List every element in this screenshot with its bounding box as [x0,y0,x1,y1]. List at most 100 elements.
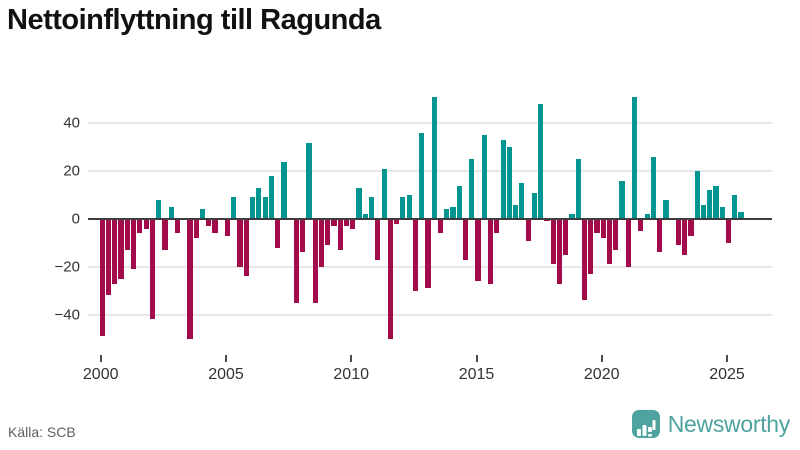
bar-2015-q2 [481,135,487,219]
bar-2016-q1 [500,140,506,219]
bar-2019-q2 [581,219,588,301]
bar-2017-q3 [538,104,544,219]
bar-2016-q4 [519,183,525,219]
bar-2012-q2 [406,195,412,219]
bar-2021-q2 [632,97,638,219]
bar-2024-q1 [700,204,707,219]
bar-2006-q4 [268,175,274,219]
bar-2023-q2 [682,219,688,255]
x-tick-label: 2020 [583,366,620,383]
bar-2001-q4 [143,219,149,229]
bar-2023-q3 [688,219,694,236]
bar-2014-q4 [469,159,475,219]
bar-2002-q3 [162,219,168,251]
bar-2017-q2 [531,192,537,219]
bar-2013-q1 [425,219,431,289]
bar-2005-q2 [231,197,237,219]
gridline [88,170,772,173]
bar-2009-q2 [331,219,337,227]
bar-2023-q1 [675,219,682,246]
bar-2009-q3 [337,219,343,251]
bar-2001-q1 [124,219,130,251]
bar-2023-q4 [694,171,700,219]
bar-2020-q4 [619,180,625,219]
bar-2000-q3 [112,219,118,284]
x-tick-label: 2015 [458,366,495,383]
y-tick-label: 0 [71,210,80,228]
y-tick-label: −40 [54,306,80,324]
bar-2021-q4 [644,214,650,219]
bar-2024-q3 [713,185,719,219]
x-tick [225,355,227,362]
bar-2009-q4 [343,219,350,227]
bar-2017-q1 [525,219,531,241]
bar-2015-q1 [475,219,481,282]
bar-2000-q1 [99,219,105,337]
bar-2013-q3 [437,219,444,234]
x-tick [99,355,102,362]
bar-2006-q2 [256,187,262,219]
bar-2008-q1 [300,219,306,253]
x-tick [475,355,478,362]
x-tick-label: 2010 [333,366,369,383]
bar-2015-q3 [487,219,494,284]
bar-2010-q1 [350,219,356,229]
gridline [88,122,772,125]
chart-title: Nettoinflyttning till Ragunda [7,4,381,36]
bar-2002-q4 [168,207,174,219]
bar-2021-q3 [638,219,644,231]
newsworthy-logo-text: Newsworthy [667,410,791,437]
bar-2018-q2 [556,219,563,284]
bar-2022-q2 [657,219,663,253]
x-tick-label: 2000 [82,366,119,383]
bar-2014-q3 [462,219,469,260]
bar-2005-q3 [237,219,243,267]
bar-2014-q1 [450,207,456,219]
x-tick [726,355,728,362]
bar-2019-q1 [575,159,581,219]
source-note: Källa: SCB [8,424,76,440]
newsworthy-logo: Newsworthy [631,410,791,438]
bar-2021-q1 [625,219,631,267]
bar-2008-q3 [312,219,318,303]
bar-2000-q4 [118,219,124,279]
bar-2012-q3 [412,219,418,291]
bar-2011-q3 [387,219,393,339]
y-tick-label: 20 [63,162,80,180]
bar-2004-q2 [206,219,212,227]
bar-2014-q2 [456,185,462,219]
bar-2013-q2 [431,97,437,219]
bar-2017-q4 [544,219,550,222]
bar-2025-q2 [732,195,738,219]
bar-2007-q1 [275,219,281,248]
bar-2011-q1 [375,219,381,260]
bar-2011-q2 [381,168,387,219]
bar-2013-q4 [444,209,450,219]
bar-2012-q4 [419,132,425,219]
bar-2007-q2 [281,161,287,219]
bar-2016-q2 [506,147,512,219]
bar-2020-q1 [600,219,606,239]
bar-2010-q4 [368,197,375,219]
bar-2020-q3 [613,219,619,251]
bar-2016-q3 [513,204,519,219]
x-tick [350,355,353,362]
bar-2001-q2 [131,219,137,270]
bar-2004-q1 [199,209,206,219]
bar-2005-q4 [243,219,249,277]
bar-2015-q4 [494,219,500,234]
bar-2006-q1 [250,197,256,219]
bar-2025-q3 [738,211,744,219]
bar-2010-q2 [356,187,362,219]
y-tick-label: −20 [54,258,80,276]
bar-2011-q4 [394,219,400,224]
bar-2019-q4 [594,219,600,234]
bar-2007-q4 [293,219,300,303]
bar-2008-q4 [318,219,325,267]
bar-2008-q2 [306,142,312,219]
gridline [88,313,772,316]
bar-2010-q3 [362,214,368,219]
bar-2006-q3 [262,197,268,219]
